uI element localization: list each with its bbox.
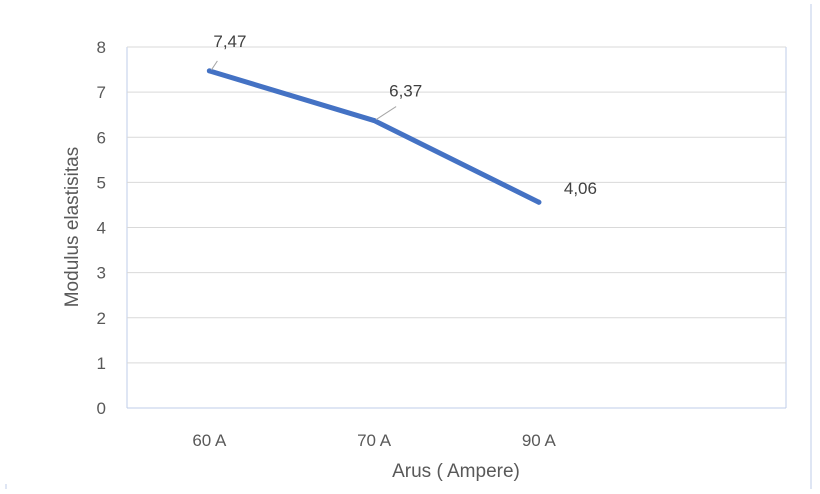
data-label-leader: [210, 60, 218, 71]
x-tick-label: 90 A: [522, 431, 557, 450]
x-tick-label: 60 A: [192, 431, 227, 450]
x-tick-labels: 60 A 70 A 90 A: [192, 431, 556, 450]
gridlines: [127, 46, 786, 409]
y-axis-title: Modulus elastisitas: [62, 147, 83, 308]
y-tick-label: 8: [97, 38, 106, 57]
data-point: [371, 118, 377, 124]
y-tick-label: 1: [97, 354, 106, 373]
data-label: 6,37: [389, 82, 422, 101]
y-tick-label: 7: [97, 83, 106, 102]
y-tick-labels: 0 1 2 3 4 5 6 7 8: [97, 38, 106, 418]
data-label: 7,47: [213, 32, 246, 51]
data-label-leader: [375, 106, 397, 120]
x-axis-title: Arus ( Ampere): [392, 461, 520, 482]
y-tick-label: 6: [97, 128, 106, 147]
series-line: [206, 68, 542, 205]
y-tick-label: 2: [97, 309, 106, 328]
data-point: [206, 68, 212, 74]
data-label: 4,06: [564, 179, 597, 198]
data-labels: 7,47 6,37 4,06: [210, 32, 597, 198]
y-tick-label: 4: [97, 219, 106, 238]
y-tick-label: 5: [97, 173, 106, 192]
data-point: [536, 199, 542, 205]
y-tick-label: 3: [97, 264, 106, 283]
x-tick-label: 70 A: [357, 431, 392, 450]
y-tick-label: 0: [97, 399, 106, 418]
